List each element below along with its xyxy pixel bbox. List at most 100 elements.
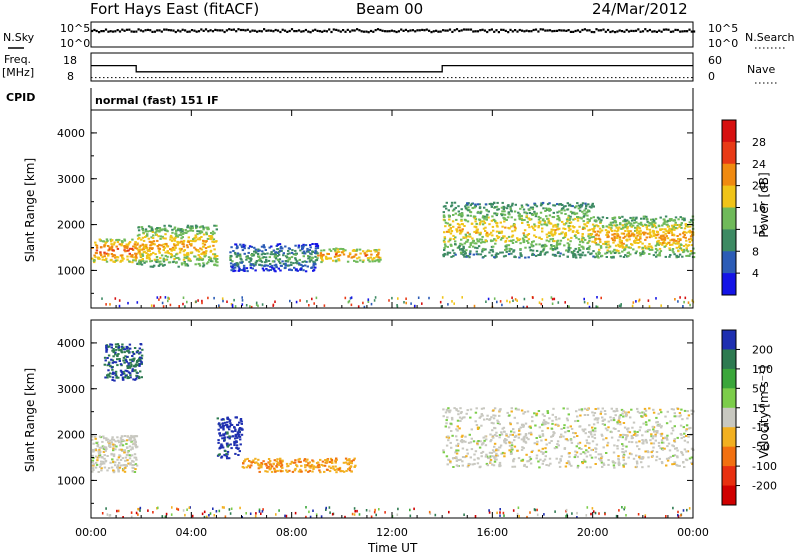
heat-cell [650,451,653,454]
heat-cell [503,220,506,223]
heat-cell [288,252,291,255]
heat-cell [549,247,552,250]
heat-cell [178,251,182,254]
sky-point [200,28,203,31]
heat-cell [460,231,463,234]
heat-cell [99,239,102,242]
heat-cell [685,459,689,462]
heat-cell [518,238,522,241]
noise-cell [105,303,107,306]
heat-cell [682,426,685,429]
heat-cell [98,238,101,241]
heat-cell [245,267,249,270]
heat-cell [240,245,243,248]
heat-cell [558,219,561,222]
heat-cell [502,235,505,238]
heat-cell [119,254,123,257]
heat-cell [369,250,373,253]
heat-cell [123,435,127,437]
heat-cell [144,244,147,247]
noise-cell [241,303,244,306]
heat-cell [647,224,651,227]
heat-cell [660,235,663,238]
heat-cell [169,252,172,255]
heat-cell [689,225,692,228]
heat-cell [505,250,508,253]
heat-cell [606,429,609,432]
heat-cell [97,471,100,473]
sky-point [430,31,433,34]
heat-cell [531,245,534,248]
heat-cell [204,252,208,255]
heat-cell [189,251,193,254]
noise-cell [201,299,203,303]
heat-cell [238,431,241,434]
heat-cell [202,245,205,248]
noise-cell [188,506,191,509]
heat-cell [469,242,473,245]
heat-cell [629,224,632,227]
heat-cell [161,228,164,231]
heat-cell [162,237,165,240]
sky-point [586,29,589,32]
heat-cell [221,422,225,425]
heat-cell [672,241,675,244]
heat-cell [551,237,555,240]
noise-cell [299,299,301,302]
noise-cell [588,305,591,309]
heat-cell [289,462,292,465]
heat-cell [669,420,672,423]
heat-cell [459,407,462,410]
heat-cell [97,256,100,259]
heat-cell [259,463,262,466]
heat-cell [134,241,137,244]
heat-cell [275,251,278,254]
noise-cell [488,509,490,512]
heat-cell [119,455,122,458]
heat-cell [141,227,144,230]
heat-cell [112,371,115,374]
heat-cell [185,244,189,247]
heat-cell [273,255,276,258]
heat-cell [456,222,460,225]
noise-cell [625,514,627,517]
heat-cell [519,252,522,255]
heat-cell [592,255,595,258]
heat-cell [624,220,627,223]
heat-cell [493,218,496,221]
heat-cell [600,459,603,462]
heat-cell [569,247,572,249]
sky-point [302,30,305,33]
heat-cell [460,411,463,413]
heat-cell [514,256,517,259]
heat-cell [667,219,670,222]
heat-cell [643,223,647,226]
heat-cell [129,247,132,250]
heat-cell [158,263,162,266]
noise-cell [405,297,407,300]
heat-cell [510,410,513,413]
heat-cell [510,252,513,255]
heat-cell [524,433,528,435]
noise-cell [305,515,307,519]
heat-cell [527,238,531,241]
heat-cell [202,226,205,229]
heat-cell [110,245,114,248]
heat-cell [617,234,620,237]
heat-cell [549,208,552,211]
heat-cell [605,452,608,454]
heat-cell [187,239,190,242]
heat-cell [377,256,380,259]
heat-cell [297,246,300,249]
heat-cell [693,252,696,255]
heat-cell [613,232,616,235]
heat-cell [328,248,331,251]
heat-cell [342,250,345,253]
noise-cell [101,297,103,300]
velocity-ylabel: Slant Range [km] [23,368,37,472]
heat-cell [226,431,229,434]
heat-cell [485,232,488,235]
noise-cell [218,304,220,307]
noise-cell [373,510,376,514]
sky-panel-frame [90,21,694,48]
